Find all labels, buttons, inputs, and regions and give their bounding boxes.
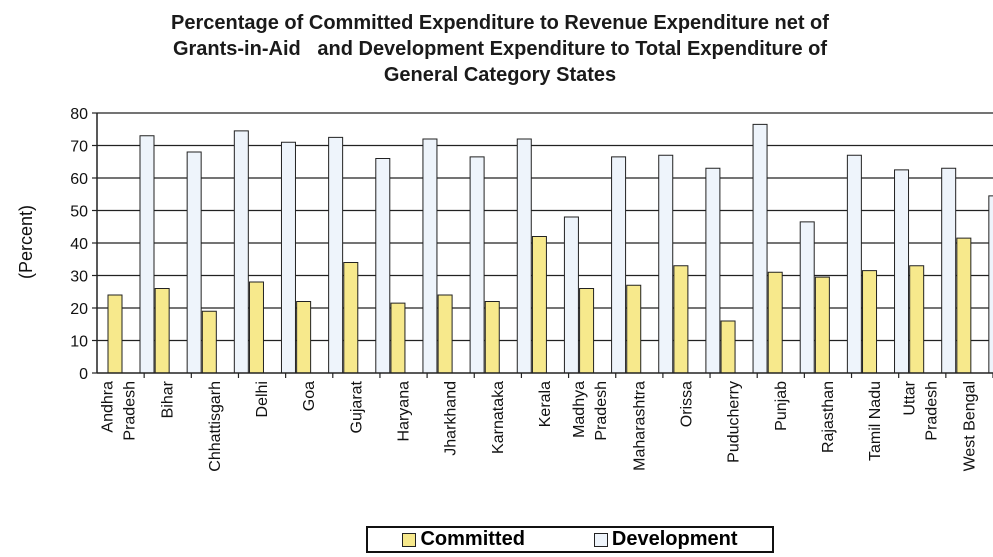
x-tick-label: Pradesh — [923, 381, 940, 441]
bar-committed-karnataka — [484, 301, 500, 374]
bar-committed-uttar-pradesh — [909, 265, 925, 374]
bar-development-west-bengal — [988, 195, 993, 374]
bars — [107, 123, 993, 374]
bar-committed-gujarat — [343, 262, 359, 374]
bar-committed-west-bengal — [956, 237, 972, 374]
y-tick-label: 50 — [70, 204, 88, 221]
bar-committed-delhi — [248, 281, 264, 374]
x-tick-label: West Bengal — [961, 381, 978, 471]
y-tick-label: 20 — [70, 301, 88, 318]
axes — [92, 112, 993, 378]
bar-development-andhra-pradesh — [139, 135, 155, 374]
chart-title: Percentage of Committed Expenditure to R… — [60, 10, 940, 88]
bar-development-maharashtra — [658, 154, 674, 374]
bar-development-kerala — [563, 216, 579, 374]
legend-swatch-development — [593, 532, 608, 547]
legend-label-development: Development — [611, 528, 738, 550]
x-tick-label: Delhi — [254, 381, 271, 417]
x-tick-label: Tamil Nadu — [867, 381, 884, 461]
bar-committed-goa — [296, 301, 312, 374]
bar-development-delhi — [280, 141, 296, 374]
x-tick-label: Goa — [301, 381, 318, 411]
x-tick-label: Puducherry — [726, 381, 743, 463]
legend-swatch-committed — [402, 532, 417, 547]
x-tick-label: Pradesh — [122, 381, 139, 441]
y-tick-label: 0 — [79, 366, 88, 383]
chart-title-line-1: Percentage of Committed Expenditure to R… — [171, 12, 829, 34]
bar-development-karnataka — [516, 138, 532, 374]
y-axis-label: (Percent) — [16, 205, 36, 279]
bar-committed-orissa — [673, 265, 689, 374]
bar-development-bihar — [186, 151, 202, 374]
bar-committed-jharkhand — [437, 294, 453, 374]
x-tick-label: Karnataka — [490, 381, 507, 454]
x-tick-label: Punjab — [773, 381, 790, 431]
bar-development-rajasthan — [846, 154, 862, 374]
x-tick-label: Kerala — [537, 381, 554, 427]
bar-development-orissa — [705, 167, 721, 374]
x-tick-label: Pradesh — [593, 381, 610, 441]
x-tick-label: Andhra — [100, 381, 117, 433]
y-tick-label: 10 — [70, 334, 88, 351]
legend-item-development: Development — [593, 528, 738, 551]
y-tick-label: 30 — [70, 269, 88, 286]
bar-committed-maharashtra — [626, 284, 642, 374]
x-tick-label: Madhya — [571, 381, 588, 438]
x-tick-label: Rajasthan — [820, 381, 837, 453]
x-tick-label: Jharkhand — [443, 381, 460, 456]
legend: Committed Development — [366, 526, 774, 553]
bar-development-jharkhand — [469, 156, 485, 374]
legend-label-committed: Committed — [420, 528, 525, 550]
legend-item-committed: Committed — [402, 528, 525, 551]
bar-committed-kerala — [531, 236, 547, 374]
bar-development-tamil-nadu — [894, 169, 910, 374]
bar-committed-tamil-nadu — [862, 270, 878, 374]
bar-committed-bihar — [154, 288, 170, 374]
axis-labels: 0 10 20 30 40 50 60 70 80 Andhra Pradesh Bihar Chhat… — [70, 106, 978, 472]
bar-development-haryana — [422, 138, 438, 374]
chart-title-line-3: General Category States — [383, 64, 617, 86]
bar-development-uttar-pradesh — [941, 167, 957, 374]
y-tick-label: 80 — [70, 106, 88, 123]
x-tick-label: Orissa — [678, 381, 695, 427]
y-tick-label: 60 — [70, 171, 88, 188]
x-tick-label: Haryana — [396, 381, 413, 442]
x-tick-label: Gujarat — [348, 380, 365, 433]
bar-committed-andhra-pradesh — [107, 294, 123, 374]
x-tick-label: Uttar — [901, 380, 918, 415]
x-tick-label: Chhattisgarh — [207, 381, 224, 472]
bar-development-goa — [328, 136, 344, 374]
bar-development-madhya-pradesh — [611, 156, 627, 374]
bar-committed-haryana — [390, 302, 406, 374]
bar-committed-puducherry — [720, 320, 736, 374]
bar-committed-punjab — [767, 271, 783, 374]
y-tick-label: 70 — [70, 139, 88, 156]
bar-development-puducherry — [752, 123, 768, 374]
y-tick-label: 40 — [70, 236, 88, 253]
bar-development-gujarat — [375, 158, 391, 374]
bar-committed-rajasthan — [814, 276, 830, 374]
bar-committed-madhya-pradesh — [579, 288, 595, 374]
x-tick-label: Bihar — [160, 380, 177, 418]
x-tick-label: Maharashtra — [631, 381, 648, 471]
bar-development-chhattisgarh — [233, 130, 249, 374]
bar-committed-chhattisgarh — [201, 310, 217, 374]
chart-title-line-2: Grants-in-Aid and Development Expenditur… — [172, 38, 828, 60]
bar-development-punjab — [799, 221, 815, 374]
